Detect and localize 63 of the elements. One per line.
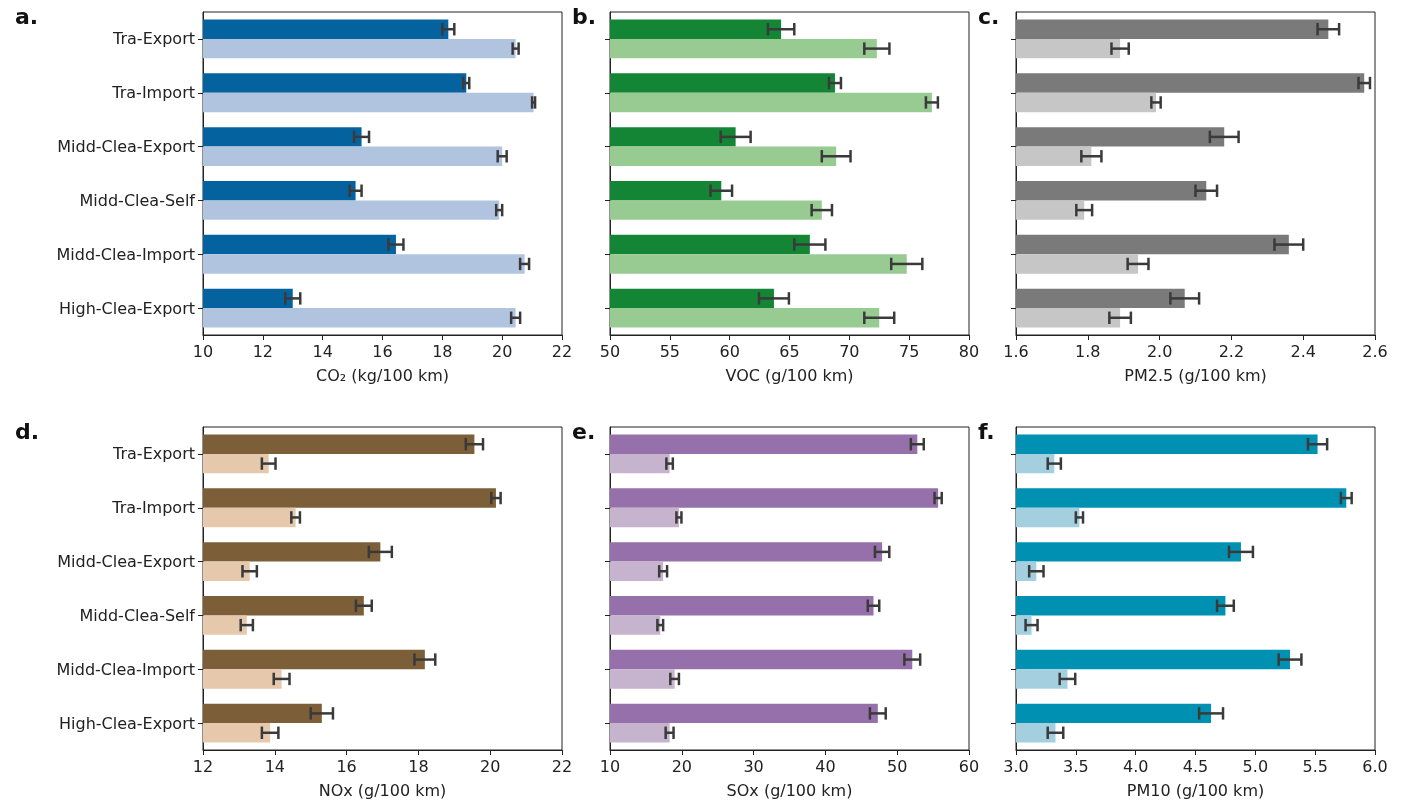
x-tick-label: 10 bbox=[192, 341, 214, 361]
x-tick-label: 18 bbox=[408, 756, 429, 776]
x-tick-label: 2.0 bbox=[1146, 341, 1173, 361]
chart-title: b. bbox=[572, 3, 597, 29]
x-tick-label: 2.2 bbox=[1218, 341, 1245, 361]
x-tick-label: 18 bbox=[432, 341, 453, 361]
x-tick-label: 12 bbox=[252, 341, 274, 361]
x-tick-label: 4.0 bbox=[1122, 756, 1149, 776]
x-tick-label: 40 bbox=[815, 756, 836, 776]
y-tick-label: Midd-Clea-Self bbox=[79, 605, 196, 625]
y-tick-label: Tra-Export bbox=[112, 444, 195, 464]
chart-title: e. bbox=[572, 418, 596, 444]
x-tick-label: 16 bbox=[336, 756, 357, 776]
y-tick-label: Midd-Clea-Import bbox=[56, 244, 195, 264]
x-tick-label: 50 bbox=[599, 341, 621, 361]
x-tick-label: 65 bbox=[779, 341, 800, 361]
x-tick-label: 70 bbox=[839, 341, 860, 361]
x-tick-label: 30 bbox=[743, 756, 764, 776]
x-axis-title: PM2.5 (g/100 km) bbox=[1124, 365, 1267, 385]
x-tick-label: 20 bbox=[480, 756, 501, 776]
x-tick-label: 75 bbox=[898, 341, 920, 361]
x-tick-label: 2.6 bbox=[1362, 341, 1388, 361]
x-axis-title: VOC (g/100 km) bbox=[725, 365, 854, 385]
x-tick-label: 3.0 bbox=[1003, 756, 1029, 776]
y-tick-label: Midd-Clea-Import bbox=[56, 659, 195, 679]
chart-title: f. bbox=[978, 418, 995, 444]
x-tick-label: 22 bbox=[551, 341, 573, 361]
x-tick-label: 14 bbox=[264, 756, 285, 776]
y-tick-label: Midd-Clea-Export bbox=[57, 552, 195, 572]
x-tick-label: 55 bbox=[659, 341, 681, 361]
x-tick-label: 60 bbox=[719, 341, 740, 361]
x-tick-label: 20 bbox=[671, 756, 692, 776]
x-tick-label: 3.5 bbox=[1063, 756, 1089, 776]
x-tick-label: 80 bbox=[958, 341, 980, 361]
x-tick-label: 12 bbox=[192, 756, 214, 776]
x-tick-label: 16 bbox=[372, 341, 393, 361]
x-axis-title: NOx (g/100 km) bbox=[318, 780, 447, 800]
x-tick-label: 1.6 bbox=[1003, 341, 1029, 361]
x-tick-label: 4.5 bbox=[1182, 756, 1209, 776]
y-tick-label: High-Clea-Export bbox=[59, 713, 195, 733]
y-tick-label: Tra-Import bbox=[111, 83, 195, 103]
x-tick-label: 50 bbox=[887, 756, 908, 776]
x-axis-title: CO₂ (kg/100 km) bbox=[315, 365, 450, 385]
x-tick-label: 60 bbox=[958, 756, 980, 776]
x-tick-label: 14 bbox=[312, 341, 333, 361]
text: a. bbox=[15, 3, 39, 29]
x-tick-label: 5.5 bbox=[1302, 756, 1328, 776]
x-tick-label: 20 bbox=[491, 341, 513, 361]
x-tick-label: 5.0 bbox=[1242, 756, 1269, 776]
chart-title: c. bbox=[978, 3, 1000, 29]
x-tick-label: 22 bbox=[551, 756, 573, 776]
x-tick-label: 6.0 bbox=[1362, 756, 1388, 776]
x-axis-title: PM10 (g/100 km) bbox=[1126, 780, 1265, 800]
x-tick-label: 10 bbox=[599, 756, 621, 776]
y-tick-label: High-Clea-Export bbox=[59, 298, 195, 318]
x-tick-label: 1.8 bbox=[1075, 341, 1101, 361]
y-tick-label: Tra-Export bbox=[112, 29, 195, 49]
x-axis-title: SOx (g/100 km) bbox=[726, 780, 853, 800]
y-tick-label: Midd-Clea-Export bbox=[57, 137, 195, 157]
x-tick-label: 2.4 bbox=[1290, 341, 1316, 361]
y-tick-label: Midd-Clea-Self bbox=[79, 190, 196, 210]
y-tick-label: Tra-Import bbox=[111, 498, 195, 518]
text: d. bbox=[15, 418, 40, 444]
